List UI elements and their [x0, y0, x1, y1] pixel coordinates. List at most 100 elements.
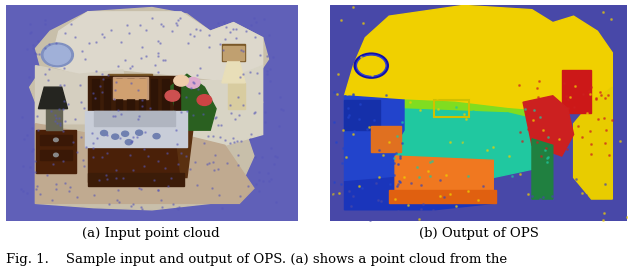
Point [34, 51, 44, 56]
Point [94, 178, 104, 182]
Point [531, 87, 541, 91]
Point [395, 179, 405, 184]
Point [561, 144, 571, 149]
Circle shape [165, 90, 180, 101]
Point [173, 162, 184, 166]
Point [403, 203, 413, 207]
Point [355, 101, 365, 106]
Point [192, 72, 202, 77]
Point [333, 191, 344, 195]
Point [364, 125, 374, 129]
Point [122, 23, 132, 27]
Point [374, 175, 385, 179]
Point [570, 177, 580, 181]
Point [22, 46, 33, 51]
Point [244, 137, 255, 141]
Point [33, 39, 44, 43]
Polygon shape [29, 8, 269, 210]
Point [392, 182, 403, 186]
Point [358, 215, 368, 219]
Point [552, 215, 563, 219]
Point [395, 154, 405, 158]
Circle shape [197, 95, 212, 105]
Point [75, 83, 85, 87]
Point [410, 136, 420, 140]
Point [92, 136, 102, 141]
Point [63, 102, 74, 106]
Text: (a) Input point cloud: (a) Input point cloud [81, 227, 220, 240]
Point [591, 96, 601, 100]
Point [595, 90, 605, 94]
Point [445, 140, 456, 144]
Bar [88, 173, 184, 186]
Point [84, 41, 94, 45]
Point [406, 181, 416, 185]
Point [468, 109, 478, 113]
Polygon shape [395, 109, 544, 178]
Point [254, 170, 264, 174]
Point [132, 88, 143, 92]
Point [449, 16, 460, 20]
Bar [45, 109, 61, 130]
Point [591, 97, 601, 101]
Point [560, 64, 570, 69]
Point [401, 138, 411, 143]
Point [562, 198, 572, 202]
Point [552, 189, 563, 194]
Point [332, 92, 342, 97]
Circle shape [122, 131, 129, 136]
Point [344, 140, 355, 144]
Bar [94, 111, 175, 126]
Point [125, 153, 135, 157]
Point [391, 150, 401, 155]
Point [551, 86, 561, 90]
Point [536, 105, 546, 109]
Polygon shape [344, 5, 612, 113]
Point [215, 42, 225, 46]
Point [577, 201, 587, 206]
Circle shape [186, 77, 200, 88]
Point [79, 106, 90, 110]
Bar [116, 79, 122, 111]
Point [369, 118, 380, 122]
Point [600, 128, 611, 132]
Point [418, 202, 428, 206]
Point [262, 54, 272, 58]
Point [195, 28, 205, 33]
Point [602, 208, 612, 212]
Point [92, 69, 102, 73]
Point [501, 198, 511, 203]
Point [220, 37, 230, 41]
Point [346, 204, 356, 208]
Point [385, 182, 395, 186]
Point [389, 155, 399, 160]
Point [329, 180, 339, 185]
Point [374, 215, 385, 220]
Polygon shape [175, 130, 193, 178]
Point [490, 214, 500, 218]
Point [461, 117, 472, 121]
Point [348, 132, 358, 136]
Point [378, 153, 388, 157]
Point [153, 39, 163, 43]
Point [341, 91, 351, 96]
Point [234, 75, 244, 80]
Point [515, 118, 525, 122]
Point [182, 40, 193, 45]
Point [184, 167, 195, 172]
Circle shape [112, 134, 118, 139]
Point [127, 202, 138, 207]
Point [246, 132, 256, 136]
Point [185, 31, 195, 36]
Point [432, 96, 442, 100]
Point [577, 191, 588, 195]
Point [520, 107, 530, 111]
Point [451, 216, 461, 220]
Point [180, 154, 191, 158]
Point [30, 52, 40, 56]
Point [101, 173, 111, 177]
Point [548, 126, 558, 130]
Point [529, 108, 539, 112]
Point [58, 107, 68, 111]
Point [552, 134, 562, 139]
